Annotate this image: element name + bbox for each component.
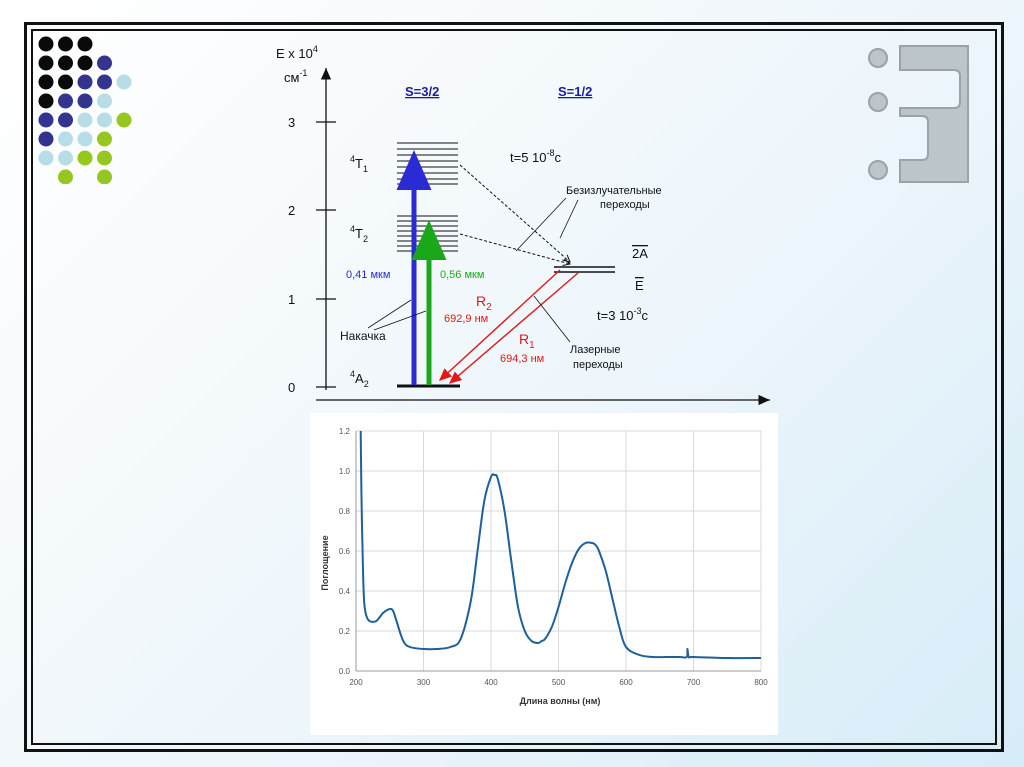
energy-tick-label-2: 2 <box>288 203 295 218</box>
laser-wavelength-r2: 692,9 нм <box>444 313 488 325</box>
nonrad-pointer-2 <box>559 199 579 239</box>
x-tick-labels: 200 300 400 500 600 700 800 <box>349 678 768 687</box>
decorative-dot <box>38 74 54 90</box>
energy-level-diagram: E x 104 см-1 0 1 2 3 S=3/2 S=1/2 4T1 4T2… <box>276 44 770 406</box>
decorative-dot <box>38 93 54 109</box>
decorative-dot <box>77 150 93 166</box>
logo-circle-bottom <box>868 160 888 180</box>
spin-label-right: S=1/2 <box>558 84 592 99</box>
y-tick-labels: 0.0 0.2 0.4 0.6 0.8 1.0 1.2 <box>339 427 351 676</box>
y-tick-label: 1.0 <box>339 467 351 476</box>
laser-wavelength-r1: 694,3 нм <box>500 353 544 365</box>
x-tick-label: 700 <box>687 678 701 687</box>
decorative-dot <box>97 55 112 71</box>
decorative-dot <box>97 169 112 184</box>
spin-label-left: S=3/2 <box>405 84 439 99</box>
y-axis-label: Поглощение <box>320 535 330 590</box>
pump-label-green: 0,56 мкм <box>440 269 484 281</box>
decorative-dot <box>116 112 132 128</box>
x-axis-label: Длина волны (нм) <box>520 696 601 706</box>
y-tick-label: 0.8 <box>339 507 351 516</box>
x-tick-label: 500 <box>552 678 566 687</box>
level-label-4T2: 4T2 <box>350 224 368 244</box>
energy-tick-label-0: 0 <box>288 380 295 395</box>
laser-pointer <box>533 295 571 343</box>
nonrad-label-line2: переходы <box>600 199 650 211</box>
logo-shape <box>899 45 969 183</box>
level-label-4A2: 4A2 <box>350 369 369 389</box>
laser-label-r1: R1 <box>519 331 535 351</box>
slide-frame-inner <box>31 29 997 745</box>
laser-label-r2: R2 <box>476 293 492 313</box>
pump-pointer-2 <box>373 310 427 331</box>
level-label-2A: 2A <box>632 246 648 261</box>
decorative-dot <box>97 131 112 147</box>
x-tick-label: 800 <box>754 678 768 687</box>
pump-label-blue: 0,41 мкм <box>346 269 390 281</box>
pump-pointer-1 <box>367 299 412 329</box>
decorative-dot <box>58 150 73 166</box>
logo-circle-top <box>868 48 888 68</box>
nonrad-pointer-1 <box>515 197 567 252</box>
slide-frame-outer <box>24 22 1004 752</box>
energy-axis-label-line1: E x 104 <box>276 44 318 61</box>
y-tick-label: 0.2 <box>339 627 351 636</box>
decorative-dot <box>77 93 93 109</box>
decorative-dot <box>97 150 112 166</box>
absorption-chart-panel: 200 300 400 500 600 700 800 0.0 0.2 0.4 0.6 0.8 1.0… <box>310 413 778 735</box>
decorative-dot <box>97 112 112 128</box>
decorative-dot <box>77 112 93 128</box>
y-tick-label: 0.0 <box>339 667 351 676</box>
nonrad-arrow-top <box>459 164 570 262</box>
decorative-dot <box>58 131 73 147</box>
decorative-dot <box>38 150 54 166</box>
x-tick-label: 400 <box>484 678 498 687</box>
decorative-dot <box>77 74 93 90</box>
laser-transitions-line2: переходы <box>573 359 623 371</box>
y-tick-label: 0.6 <box>339 547 351 556</box>
laser-arrow-r1 <box>448 272 579 384</box>
nonrad-label-line1: Безизлучательные <box>566 185 662 197</box>
laser-arrow-r2 <box>438 269 561 381</box>
logo-circle-middle <box>868 92 888 112</box>
decorative-dot <box>58 74 73 90</box>
decorative-dot <box>38 55 54 71</box>
energy-tick-label-3: 3 <box>288 115 295 130</box>
decorative-dot-grid <box>38 36 132 184</box>
decorative-dot <box>77 131 93 147</box>
band-4T1 <box>397 142 458 185</box>
decorative-dot <box>58 36 73 52</box>
decorative-dot <box>58 93 73 109</box>
decorative-dot <box>97 74 112 90</box>
y-tick-label: 1.2 <box>339 427 351 436</box>
x-tick-label: 300 <box>417 678 431 687</box>
decorative-dot <box>38 112 54 128</box>
pump-label: Накачка <box>340 329 386 343</box>
decorative-dot <box>116 74 132 90</box>
decorative-dot <box>77 55 93 71</box>
absorption-chart: 200 300 400 500 600 700 800 0.0 0.2 0.4 0.6 0.8 1.0… <box>320 427 768 706</box>
logo-icon <box>868 45 969 183</box>
level-label-4T1: 4T1 <box>350 154 368 174</box>
laser-transitions-line1: Лазерные <box>570 344 620 356</box>
energy-tick-label-1: 1 <box>288 292 295 307</box>
decorative-dot <box>58 169 73 184</box>
decorative-dot <box>38 131 54 147</box>
y-tick-label: 0.4 <box>339 587 351 596</box>
chart-axes <box>355 431 761 672</box>
decorative-dot <box>77 36 93 52</box>
energy-axis-label-line2: см-1 <box>284 68 307 85</box>
decorative-dot <box>58 55 73 71</box>
level-label-E: E <box>635 278 644 293</box>
absorption-series-line <box>359 430 762 660</box>
decorative-dot <box>38 36 54 52</box>
x-tick-label: 200 <box>349 678 363 687</box>
nonrad-arrow-mid <box>459 233 570 264</box>
lifetime-top: t=5 10-8c <box>510 148 562 165</box>
x-tick-label: 600 <box>619 678 633 687</box>
decorative-dot <box>58 112 73 128</box>
decorative-dot <box>97 93 112 109</box>
chart-grid <box>355 430 762 672</box>
lifetime-bottom: t=3 10-3c <box>597 306 649 323</box>
